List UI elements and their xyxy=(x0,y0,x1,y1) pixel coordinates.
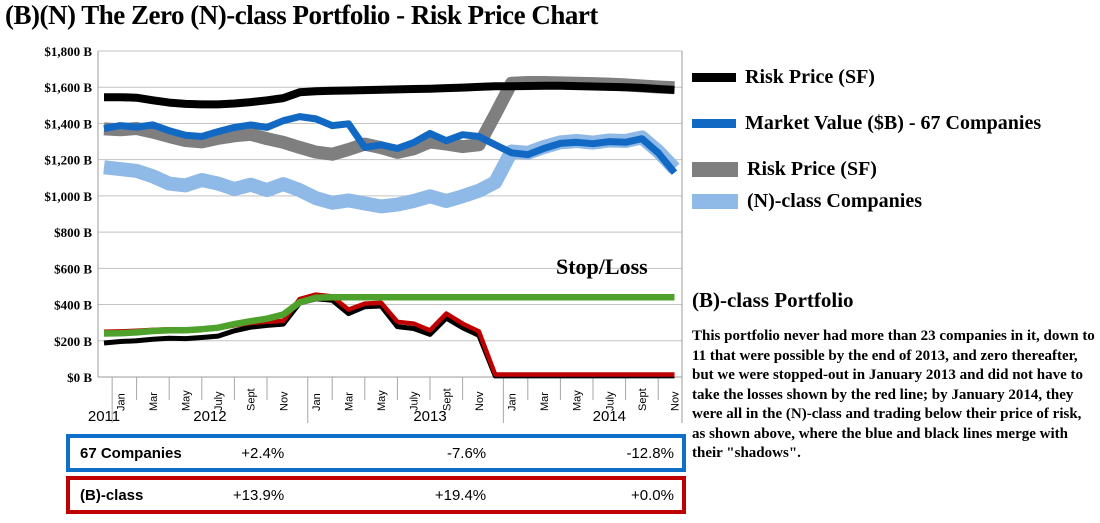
x-axis-month-label: Jan xyxy=(115,393,127,411)
row-value-3: +0.0% xyxy=(631,486,674,504)
row-value-2: +19.4% xyxy=(434,486,487,504)
y-axis-tick-label: $1,200 B xyxy=(44,153,92,168)
row-value-1: +2.4% xyxy=(241,444,285,462)
legend-item-n-class: (N)-class Companies xyxy=(692,186,1100,216)
y-axis-tick-label: $600 B xyxy=(54,261,92,276)
row-value-2: -7.6% xyxy=(446,444,487,462)
legend-item-risk-price-shadow: Risk Price (SF) xyxy=(692,154,1100,184)
x-axis-month-label: Sept xyxy=(637,388,649,411)
legend-label: Risk Price (SF) xyxy=(747,157,877,180)
x-axis-month-label: Jan xyxy=(507,393,519,411)
legend-item-market-value-67: Market Value ($B) - 67 Companies xyxy=(692,108,1100,138)
legend-label: (N)-class Companies xyxy=(747,189,922,212)
y-axis-tick-label: $1,800 B xyxy=(44,44,92,59)
series-b-class-market-value xyxy=(103,292,675,377)
x-axis-month-label: July xyxy=(604,391,616,411)
legend-item-risk-price-67: Risk Price (SF) xyxy=(692,62,1100,92)
risk-price-chart: $1,800 B $1,600 B $1,400 B $1,200 B $1,000 B… xyxy=(44,44,683,425)
x-axis-month-label: Jan xyxy=(311,393,323,411)
y-axis-tick-label: $0 B xyxy=(67,370,92,385)
x-axis-month-label: July xyxy=(409,391,421,411)
black-line-swatch-icon xyxy=(692,72,736,82)
series-stop-loss xyxy=(103,294,675,337)
page-title: (B)(N) The Zero (N)-class Portfolio - Ri… xyxy=(5,0,598,30)
row-label: 67 Companies xyxy=(80,444,182,462)
row-value-1: +13.9% xyxy=(232,486,285,504)
x-axis-month-label: May xyxy=(572,390,584,411)
row-label: (B)-class xyxy=(80,486,144,504)
blue-line-swatch-icon xyxy=(692,118,736,128)
x-axis-month-label: Mar xyxy=(539,392,551,411)
y-axis-tick-label: $400 B xyxy=(54,298,92,313)
legend-label: Market Value ($B) - 67 Companies xyxy=(745,111,1042,134)
x-axis-month-label: Sept xyxy=(246,388,258,411)
side-panel-text: This portfolio never had more than 23 co… xyxy=(692,328,1095,461)
summary-row-b-class: (B)-class +13.9% +19.4% +0.0% xyxy=(66,476,686,514)
y-axis-tick-label: $1,400 B xyxy=(44,116,92,131)
x-axis-month-label: July xyxy=(213,391,225,411)
x-axis-month-label: Nov xyxy=(278,391,290,411)
lightblue-band-swatch-icon xyxy=(692,193,738,209)
y-axis-tick-label: $1,600 B xyxy=(44,80,92,95)
summary-tables: 67 Companies +2.4% -7.6% -12.8% (B)-clas… xyxy=(66,434,686,518)
b-class-portfolio-panel: (B)-class Portfolio This portfolio never… xyxy=(692,288,1098,464)
x-axis-month-label: Nov xyxy=(474,391,486,411)
series-market-value-67 xyxy=(103,113,678,175)
gray-band-swatch-icon xyxy=(692,161,738,177)
x-axis-year-label: 2012 xyxy=(193,408,226,425)
x-axis-month-label: Mar xyxy=(148,392,160,411)
row-value-3: -12.8% xyxy=(626,444,674,462)
y-axis-tick-label: $800 B xyxy=(54,225,92,240)
legend-label: Risk Price (SF) xyxy=(745,65,875,88)
x-axis-month-label: May xyxy=(181,390,193,411)
x-axis-month-label: Nov xyxy=(670,391,682,411)
x-axis-year-label: 2013 xyxy=(413,408,446,425)
x-axis-year-label: 2014 xyxy=(593,408,626,425)
side-panel-heading: (B)-class Portfolio xyxy=(692,288,854,312)
stop-loss-annotation: Stop/Loss xyxy=(556,254,648,279)
series-risk-price-67 xyxy=(104,81,675,109)
x-axis-month-label: Sept xyxy=(441,388,453,411)
y-axis-tick-label: $200 B xyxy=(54,334,92,349)
chart-legend: Risk Price (SF) Market Value ($B) - 67 C… xyxy=(692,62,1100,232)
x-axis-month-label: May xyxy=(376,390,388,411)
x-axis-year-label: 2011 xyxy=(88,408,120,425)
y-axis-tick-label: $1,000 B xyxy=(44,189,92,204)
summary-row-67-companies: 67 Companies +2.4% -7.6% -12.8% xyxy=(66,434,686,472)
x-axis-month-label: Mar xyxy=(344,392,356,411)
